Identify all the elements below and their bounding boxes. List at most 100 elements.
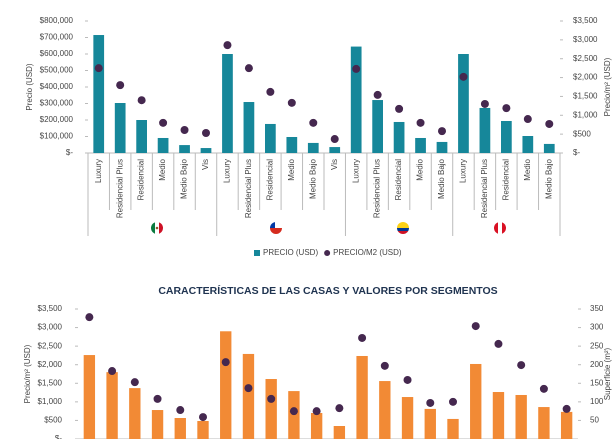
legend-label: PRECIO (USD) [263, 248, 318, 257]
bar [470, 363, 482, 439]
bar [415, 137, 426, 153]
dot [309, 118, 318, 127]
bar [515, 394, 527, 439]
dot [287, 98, 296, 107]
x-tick-label: Medio Bajo [180, 158, 189, 199]
bar [151, 410, 164, 439]
dot [459, 72, 468, 81]
y2-tick-label: $- [573, 148, 580, 157]
bar [157, 137, 169, 153]
bar [436, 141, 448, 153]
dot [373, 90, 382, 99]
dot [153, 394, 162, 403]
bar [220, 331, 232, 439]
dot [266, 87, 275, 96]
dot [449, 397, 457, 406]
bar [329, 147, 341, 153]
dot [159, 118, 168, 127]
y2-tick-label: 200 [590, 360, 604, 369]
y2-axis-title: Superficie (m²) [603, 347, 612, 400]
dot [416, 118, 425, 127]
dot [438, 127, 446, 136]
bar [243, 102, 255, 153]
bar [179, 145, 190, 153]
x-tick-label: Medio Bajo [437, 158, 446, 199]
dot [202, 129, 210, 138]
y2-tick-label: 300 [590, 323, 604, 332]
bar [447, 418, 459, 439]
dot [267, 394, 276, 403]
bar [479, 107, 491, 153]
x-tick-label: Residencial [265, 159, 274, 201]
dot [539, 384, 548, 393]
bar [222, 54, 233, 153]
dot [116, 81, 125, 90]
x-tick-label: Luxury [94, 159, 103, 183]
bar [93, 35, 105, 153]
x-tick-label: Vis [330, 159, 339, 170]
dot [403, 375, 412, 384]
bar [372, 100, 383, 153]
y-tick-label: $3,500 [38, 304, 63, 313]
y-tick-label: $500 [44, 416, 62, 425]
dot [502, 104, 511, 113]
y-axis-title: Precio/m² (USD) [23, 344, 32, 403]
x-tick-label: Residencial Plus [115, 159, 124, 218]
x-tick-label: Medio [416, 158, 425, 180]
dot [176, 406, 185, 415]
y2-tick-label: $3,500 [573, 16, 598, 25]
dot [223, 41, 232, 50]
bar [393, 121, 405, 153]
dot [312, 407, 321, 416]
dot [94, 64, 103, 73]
dot [137, 96, 146, 105]
bar [543, 143, 555, 153]
dot [244, 384, 253, 393]
y2-tick-label: 250 [590, 341, 604, 350]
y2-tick-label: $1,500 [573, 92, 598, 101]
dot [358, 333, 367, 342]
bar [350, 46, 362, 154]
y2-tick-label: 350 [590, 304, 604, 313]
bar [174, 418, 186, 439]
dot [180, 125, 189, 134]
x-tick-label: Medio [287, 158, 296, 180]
flag-colombia [397, 222, 409, 234]
bar [492, 392, 505, 439]
x-tick-label: Residencial [501, 159, 510, 201]
flag-peru [494, 222, 506, 234]
dot [523, 115, 532, 124]
x-tick-label: Medio Bajo [308, 158, 317, 199]
y-tick-label: $100,000 [40, 132, 74, 141]
dot [335, 404, 344, 413]
bar [424, 408, 436, 439]
y-tick-label: $500,000 [40, 66, 74, 75]
x-tick-label: Residencial [137, 159, 146, 201]
y-tick-label: $300,000 [40, 99, 74, 108]
x-tick-label: Medio [158, 158, 167, 180]
bar [136, 120, 147, 153]
x-tick-label: Residencial Plus [373, 159, 382, 218]
bar [333, 426, 346, 439]
y-tick-label: $400,000 [40, 82, 74, 91]
y2-tick-label: 150 [590, 378, 604, 387]
y-tick-label: $800,000 [40, 16, 74, 25]
dot [352, 64, 361, 73]
x-tick-label: Luxury [459, 159, 468, 183]
dot [244, 64, 253, 73]
dot [380, 361, 389, 370]
x-tick-label: Vis [201, 159, 210, 170]
flag-chile [270, 222, 282, 234]
legend-label: PRECIO/M2 (USD) [333, 248, 402, 257]
chart-title: CARACTERÍSTICAS DE LAS CASAS Y VALORES P… [158, 284, 497, 297]
dot [130, 378, 139, 387]
dot [545, 119, 554, 128]
bar [310, 413, 323, 439]
dot [562, 404, 571, 413]
bar [356, 355, 368, 439]
y-axis-title: Precio (USD) [25, 63, 34, 110]
dot [330, 135, 339, 144]
y2-tick-label: $3,000 [573, 35, 598, 44]
